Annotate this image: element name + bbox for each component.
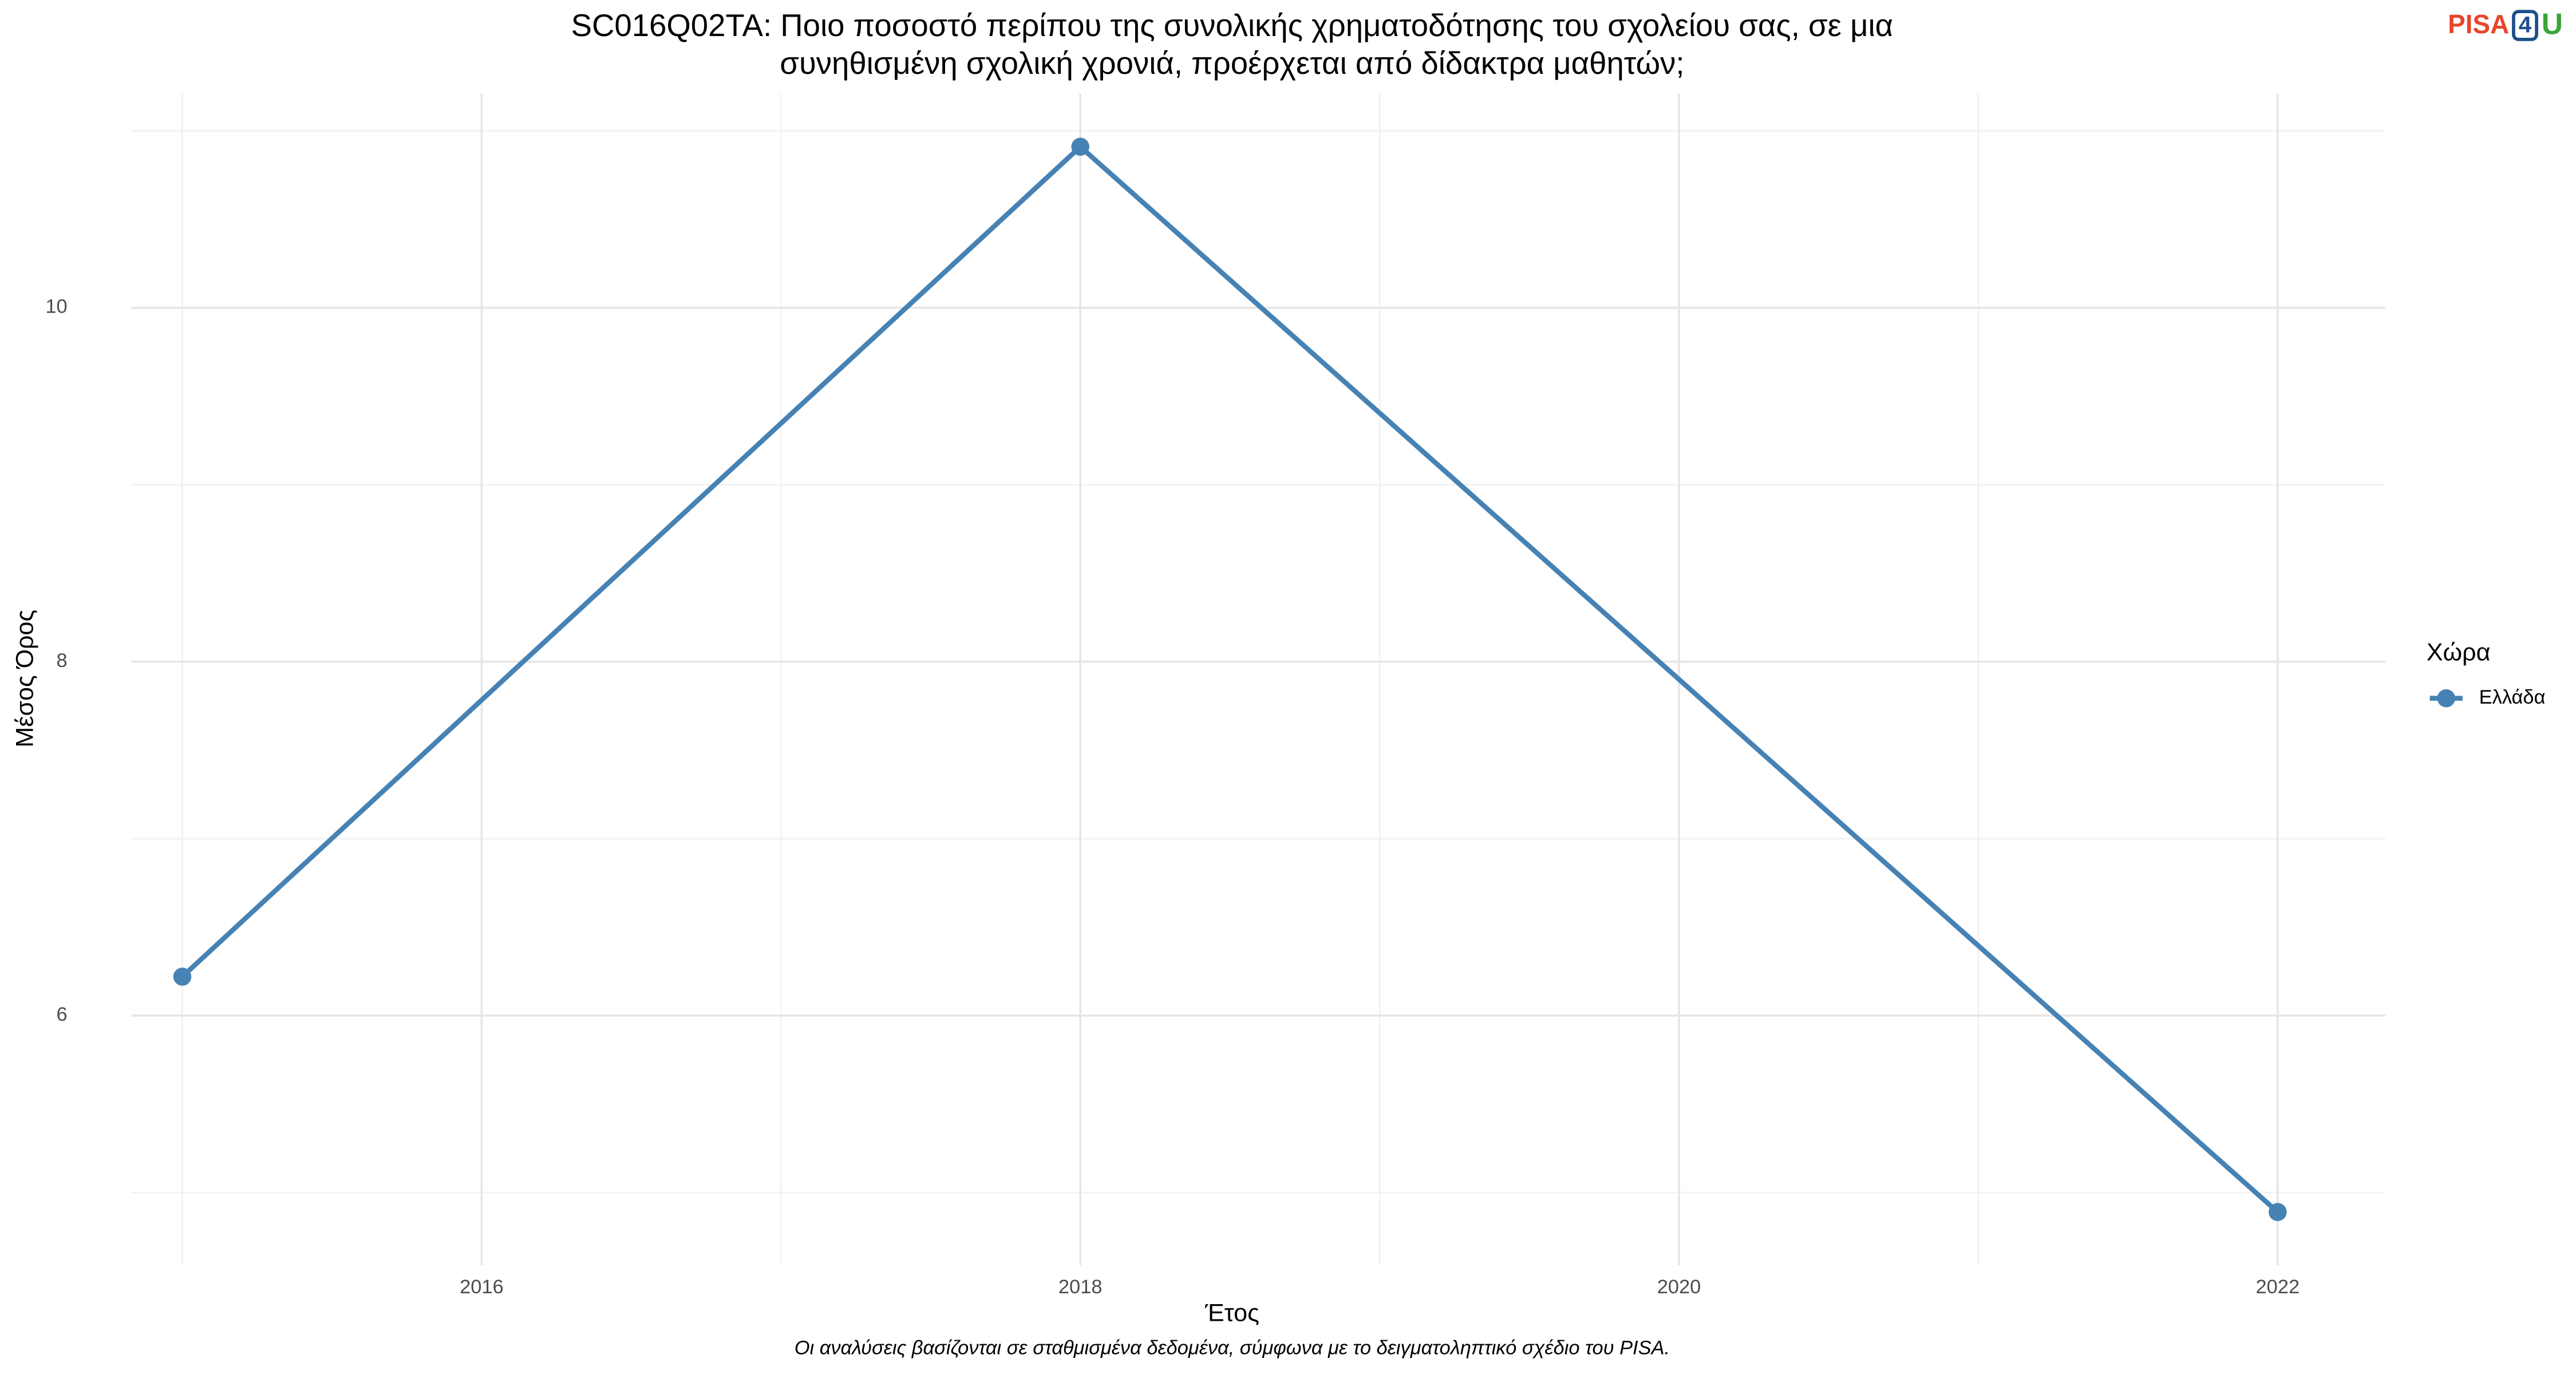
legend-marker	[2437, 689, 2456, 708]
x-tick-label: 2016	[460, 1276, 504, 1298]
y-axis-label: Μέσος Όρος	[11, 610, 38, 748]
logo: PISA 4 U	[2448, 7, 2563, 41]
data-point	[173, 968, 192, 986]
data-point	[2269, 1203, 2287, 1221]
y-tick-label: 10	[45, 296, 67, 318]
legend-title: Χώρα	[2427, 639, 2491, 666]
chart-title: συνηθισμένη σχολική χρονιά, προέρχεται α…	[780, 46, 1684, 81]
logo-box	[2512, 10, 2538, 41]
legend-label: Ελλάδα	[2479, 686, 2546, 708]
logo-text: 4	[2519, 12, 2532, 38]
caption: Οι αναλύσεις βασίζονται σε σταθμισμένα δ…	[795, 1337, 1670, 1359]
x-tick-label: 2018	[1058, 1276, 1103, 1298]
y-tick-label: 8	[57, 650, 68, 672]
x-axis-label: Έτος	[1204, 1299, 1259, 1326]
chart-title: SC016Q02TA: Ποιο ποσοστό περίπου της συν…	[571, 8, 1894, 43]
logo-text: U	[2542, 7, 2563, 41]
y-tick-label: 6	[57, 1004, 68, 1025]
x-tick-label: 2020	[1657, 1276, 1701, 1298]
logo-text: PISA	[2448, 9, 2509, 39]
data-point	[1071, 137, 1089, 156]
x-tick-label: 2022	[2256, 1276, 2300, 1298]
